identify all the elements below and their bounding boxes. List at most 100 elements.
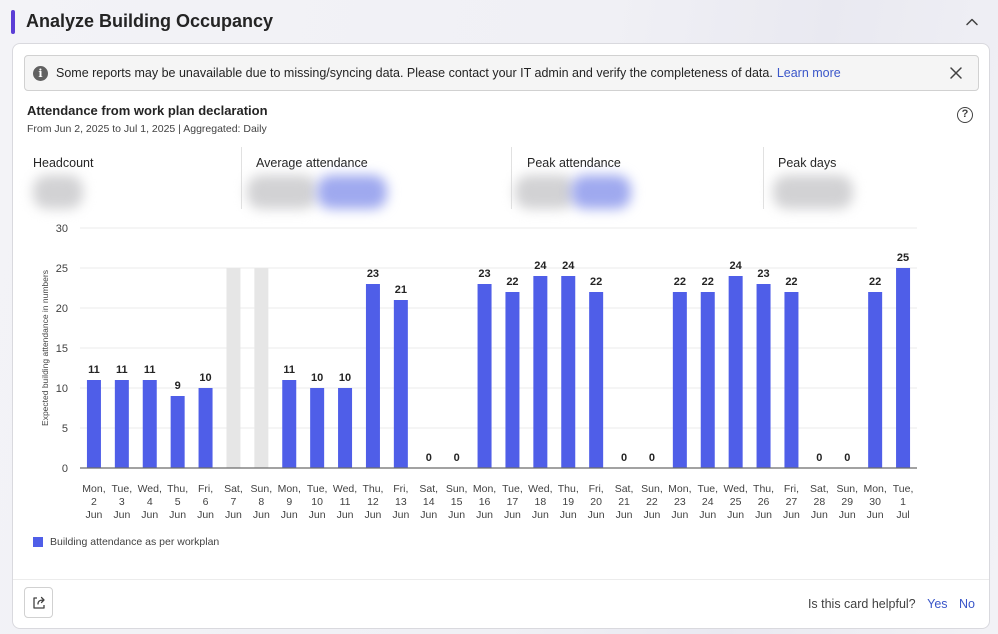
x-tick-label: 2 bbox=[91, 496, 97, 508]
x-tick-label: Jun bbox=[420, 509, 437, 521]
data-label: 22 bbox=[506, 276, 518, 288]
bar bbox=[533, 276, 548, 468]
bar bbox=[784, 292, 799, 468]
learn-more-link[interactable]: Learn more bbox=[776, 66, 841, 80]
x-tick-label: 13 bbox=[395, 496, 407, 508]
x-tick-label: 20 bbox=[590, 496, 602, 508]
data-label: 24 bbox=[534, 260, 547, 272]
x-tick-label: Jun bbox=[616, 509, 633, 521]
x-tick-label: Sun, bbox=[251, 483, 273, 495]
data-label: 23 bbox=[478, 268, 490, 280]
feedback-no-link[interactable]: No bbox=[959, 597, 975, 611]
data-label: 22 bbox=[674, 276, 686, 288]
bar bbox=[868, 292, 883, 468]
banner-text: Some reports may be unavailable due to m… bbox=[56, 66, 773, 80]
x-tick-label: Sat, bbox=[615, 483, 634, 495]
metric-label-peak: Peak attendance bbox=[527, 156, 621, 170]
bar bbox=[672, 292, 687, 468]
footer-divider bbox=[13, 579, 989, 580]
x-tick-label: 24 bbox=[702, 496, 714, 508]
x-tick-label: 15 bbox=[451, 496, 463, 508]
x-tick-label: 21 bbox=[618, 496, 630, 508]
x-tick-label: 25 bbox=[730, 496, 742, 508]
data-label: 22 bbox=[785, 276, 797, 288]
metric-label-average: Average attendance bbox=[256, 156, 368, 170]
x-tick-label: 18 bbox=[535, 496, 547, 508]
feedback-prompt: Is this card helpful? Yes No bbox=[808, 597, 975, 611]
question-circle-icon[interactable]: ? bbox=[957, 107, 973, 123]
x-tick-label: 6 bbox=[203, 496, 209, 508]
bar bbox=[756, 284, 771, 468]
x-tick-label: Mon, bbox=[278, 483, 301, 495]
metric-label-peak-days: Peak days bbox=[778, 156, 837, 170]
x-tick-label: Jun bbox=[671, 509, 688, 521]
x-tick-label: Wed, bbox=[333, 483, 357, 495]
data-label: 10 bbox=[339, 372, 351, 384]
data-label: 24 bbox=[730, 260, 743, 272]
bar bbox=[198, 388, 213, 468]
x-tick-label: Jun bbox=[560, 509, 577, 521]
x-tick-label: Jun bbox=[755, 509, 772, 521]
x-tick-label: Jun bbox=[504, 509, 521, 521]
x-tick-label: Wed, bbox=[723, 483, 747, 495]
page-title: Analyze Building Occupancy bbox=[26, 11, 274, 31]
bar bbox=[589, 292, 604, 468]
x-tick-label: Sat, bbox=[224, 483, 243, 495]
x-tick-label: Sun, bbox=[836, 483, 858, 495]
data-label: 21 bbox=[395, 284, 407, 296]
x-tick-label: Thu, bbox=[167, 483, 188, 495]
data-label: 22 bbox=[702, 276, 714, 288]
x-tick-label: 19 bbox=[562, 496, 574, 508]
y-tick-label: 15 bbox=[56, 343, 68, 355]
x-tick-label: Jun bbox=[448, 509, 465, 521]
chart-subtitle: From Jun 2, 2025 to Jul 1, 2025 | Aggreg… bbox=[27, 123, 267, 135]
x-tick-label: 5 bbox=[175, 496, 181, 508]
x-tick-label: 9 bbox=[286, 496, 292, 508]
weekend-shade bbox=[254, 268, 269, 468]
data-label: 0 bbox=[816, 452, 822, 464]
feedback-yes-link[interactable]: Yes bbox=[927, 597, 948, 611]
x-tick-label: 3 bbox=[119, 496, 125, 508]
bar bbox=[561, 276, 576, 468]
x-tick-label: Mon, bbox=[668, 483, 691, 495]
x-tick-label: Jul bbox=[896, 509, 909, 521]
data-label: 11 bbox=[144, 364, 156, 376]
x-tick-label: 1 bbox=[900, 496, 906, 508]
x-tick-label: Tue, bbox=[112, 483, 133, 495]
x-tick-label: Jun bbox=[169, 509, 186, 521]
bar bbox=[86, 380, 101, 468]
x-tick-label: Jun bbox=[225, 509, 242, 521]
x-tick-label: 10 bbox=[311, 496, 323, 508]
metric-peak-days: Peak days bbox=[763, 147, 973, 209]
metric-divider bbox=[241, 147, 242, 209]
share-button[interactable] bbox=[24, 587, 53, 618]
x-tick-label: Wed, bbox=[528, 483, 552, 495]
bar bbox=[282, 380, 297, 468]
bar bbox=[170, 396, 185, 468]
metric-divider bbox=[763, 147, 764, 209]
x-tick-label: Fri, bbox=[393, 483, 408, 495]
warning-banner: i Some reports may be unavailable due to… bbox=[24, 55, 979, 91]
x-tick-label: 12 bbox=[367, 496, 379, 508]
x-tick-label: 27 bbox=[786, 496, 798, 508]
x-tick-label: 7 bbox=[231, 496, 237, 508]
chevron-up-icon[interactable] bbox=[962, 12, 982, 32]
metric-headcount: Headcount bbox=[25, 147, 245, 209]
data-label: 9 bbox=[175, 380, 181, 392]
x-tick-label: Thu, bbox=[753, 483, 774, 495]
x-tick-label: Fri, bbox=[784, 483, 799, 495]
y-tick-label: 0 bbox=[62, 463, 68, 475]
x-tick-label: Fri, bbox=[589, 483, 604, 495]
metric-value-redacted bbox=[33, 175, 83, 209]
data-label: 22 bbox=[869, 276, 881, 288]
x-tick-label: Mon, bbox=[82, 483, 105, 495]
x-tick-label: Jun bbox=[309, 509, 326, 521]
x-tick-label: 22 bbox=[646, 496, 658, 508]
x-tick-label: Sat, bbox=[419, 483, 438, 495]
x-tick-label: 14 bbox=[423, 496, 435, 508]
data-label: 0 bbox=[426, 452, 432, 464]
metric-value-redacted bbox=[515, 175, 575, 209]
close-icon[interactable] bbox=[948, 65, 964, 81]
x-tick-label: Tue, bbox=[502, 483, 523, 495]
data-label: 10 bbox=[199, 372, 211, 384]
